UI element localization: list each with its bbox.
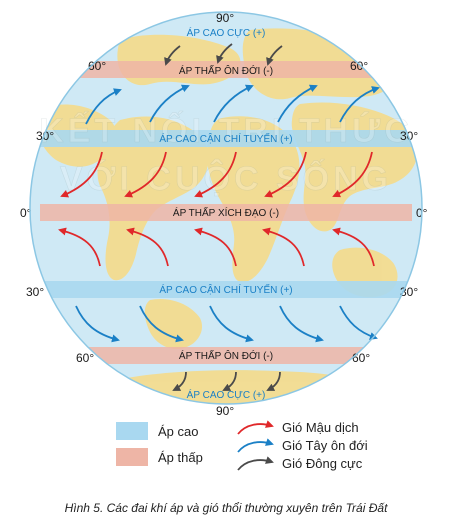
lat-30-north-left: 30° [36,129,54,143]
wind-arrow [75,305,120,343]
watermark-line-1: KẾT NỐI TRI THỨC [39,111,413,150]
wind-arrow [266,45,283,66]
wind-arrow [194,227,237,267]
wind-arrow [279,305,324,343]
figure-caption: Hình 5. Các đai khí áp và gió thổi thườn… [65,501,388,515]
legend: Áp cao Áp thấp Gió Mậu dịch Gió Tây ôn đ… [116,420,368,471]
wind-arrow [216,43,233,64]
wind-arrow [164,45,181,66]
wind-arrow [339,86,380,123]
wind-arrow [60,151,103,198]
lat-30-south-left: 30° [26,285,44,299]
wind-arrow [264,151,307,198]
label-subpolar-low-south: ÁP THẤP ÔN ĐỚI (-) [179,349,273,362]
wind-arrow [172,371,187,391]
polar-easterlies-south [172,371,281,391]
label-polar-high-south: ÁP CAO CỰC (+) [187,388,266,401]
wind-arrow [213,84,254,123]
lat-90-top: 90° [216,11,234,25]
band-subpolar-low-north [30,61,422,78]
polar-easterlies-north [164,43,283,66]
wind-arrow [266,371,281,391]
wind-arrow [332,151,373,198]
lat-30-north-right: 30° [400,129,418,143]
watermark: KẾT NỐI TRI THỨC VỚI CUỘC SỐNG [39,111,413,199]
label-subpolar-low-north: ÁP THẤP ÔN ĐỚI (-) [179,64,273,77]
wind-arrow [209,305,254,343]
label-equatorial-low: ÁP THẤP XÍCH ĐẠO (-) [173,206,279,219]
wind-arrow [332,227,375,267]
legend-trade-arrow [237,420,274,435]
label-subtropical-high-north: ÁP CAO CẬN CHÍ TUYẾN (+) [159,132,292,145]
westerlies-north [85,84,380,125]
legend-polar-arrow [237,456,274,471]
legend-high-swatch [116,422,148,440]
wind-arrow [222,371,237,391]
globe-outline [29,11,423,405]
wind-arrow [85,88,122,125]
trade-winds-north [60,151,373,198]
band-subtropical-high-south [30,281,422,298]
label-subtropical-high-south: ÁP CAO CẬN CHÍ TUYẾN (+) [159,283,292,296]
wind-arrow [139,305,184,343]
legend-westerly-arrow [237,438,274,453]
wind-arrow [339,305,378,340]
legend-westerly-label: Gió Tây ôn đới [282,438,368,453]
band-equatorial-low [40,204,412,221]
trade-winds-south [58,227,375,267]
lat-60-north-left: 60° [88,59,106,73]
wind-arrow [124,151,167,198]
lat-60-south-left: 60° [76,351,94,365]
wind-arrow [149,84,190,123]
wind-arrow [126,227,169,267]
lat-90-bottom: 90° [216,404,234,418]
legend-high-label: Áp cao [158,424,198,439]
wind-arrow [262,227,305,267]
wind-arrow [58,227,101,267]
lat-60-south-right: 60° [352,351,370,365]
label-polar-high-north: ÁP CAO CỰC (+) [187,26,266,39]
wind-arrow [194,151,237,198]
legend-polar-label: Gió Đông cực [282,456,363,471]
band-subpolar-low-south [30,347,422,364]
band-subtropical-high-north [30,130,422,147]
wind-arrow [277,84,318,123]
legend-trade-label: Gió Mậu dịch [282,420,359,435]
legend-low-label: Áp thấp [158,450,203,465]
lat-0-left: 0° [20,206,32,220]
globe [30,12,422,404]
legend-low-swatch [116,448,148,466]
westerlies-south [75,305,378,343]
